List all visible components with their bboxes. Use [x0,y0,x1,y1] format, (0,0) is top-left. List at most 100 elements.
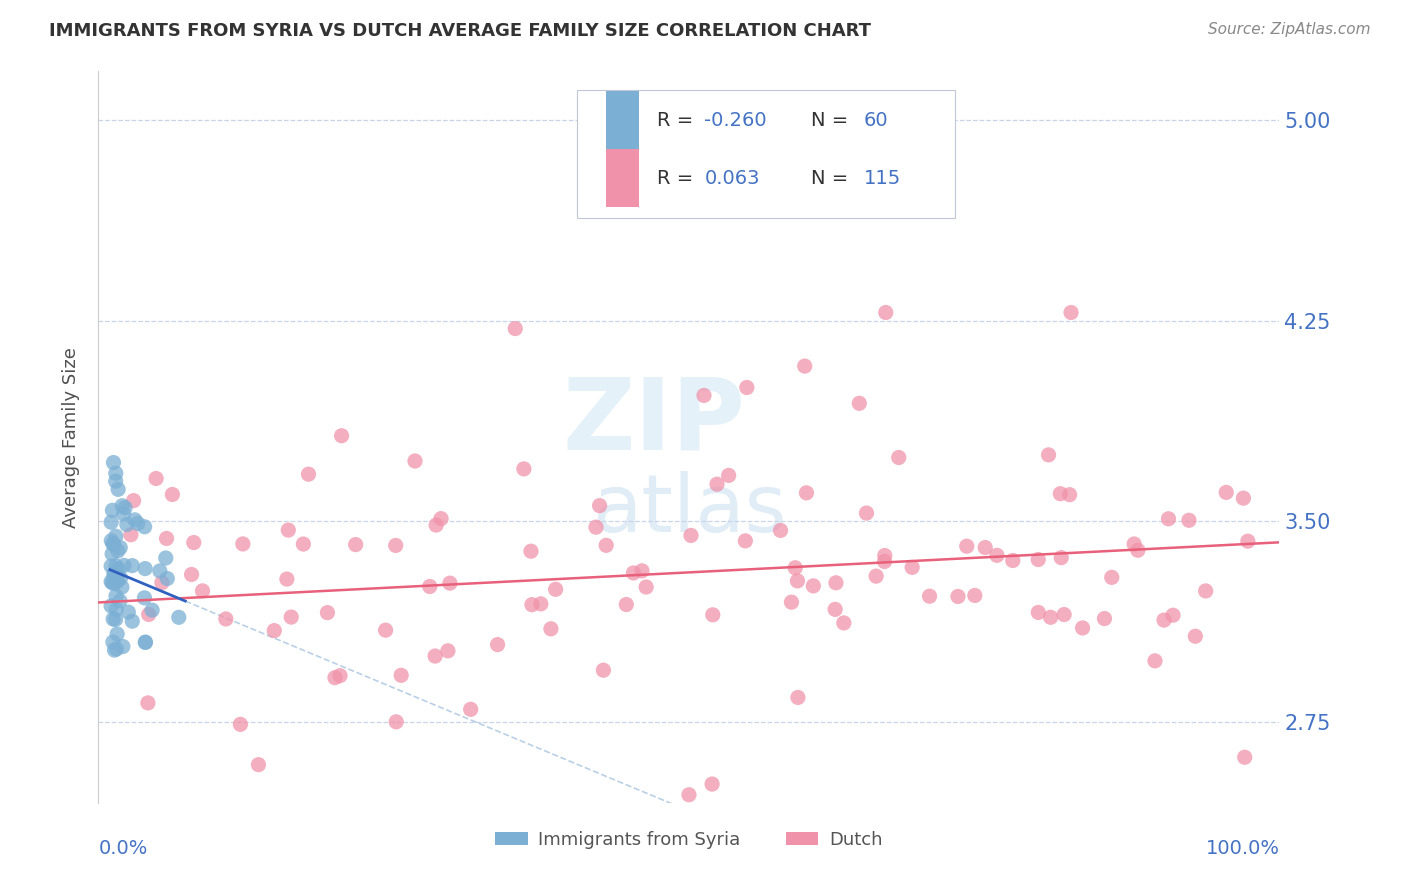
Point [103,566,125,581]
Point [486,638,509,652]
Point [232,537,254,551]
Point [595,538,617,552]
Point [460,702,482,716]
Point [167,610,190,624]
Point [111,499,134,513]
Point [801,579,824,593]
Point [678,788,700,802]
Point [1157,512,1180,526]
Point [855,506,877,520]
Point [111,640,134,654]
Point [121,614,143,628]
Point [530,597,553,611]
Y-axis label: Average Family Size: Average Family Size [62,347,80,527]
Point [100,574,122,589]
Point [786,574,808,588]
Point [104,612,127,626]
Point [162,487,184,501]
Point [437,644,460,658]
Point [513,462,536,476]
Point [316,606,339,620]
Point [887,450,910,465]
Point [101,537,124,551]
Point [1050,550,1073,565]
Point [105,642,128,657]
Point [1237,534,1260,549]
Point [141,603,163,617]
Point [787,690,810,705]
Point [470,840,492,855]
Text: N =: N = [811,111,853,129]
Point [693,388,716,402]
Point [974,541,997,555]
Text: 0.063: 0.063 [704,169,759,187]
Point [136,696,159,710]
Point [873,549,896,563]
Point [104,467,127,481]
Point [110,541,132,555]
Point [103,456,125,470]
Point [100,515,122,529]
Point [329,668,352,682]
Point [423,648,446,663]
Point [104,570,127,584]
Point [104,558,127,573]
Point [419,579,441,593]
Point [121,558,143,573]
Point [105,627,128,641]
Point [956,539,979,553]
Point [1094,611,1116,625]
Point [101,547,124,561]
Point [679,528,702,542]
Point [540,622,562,636]
Point [107,562,129,576]
Point [104,566,127,580]
Point [520,598,543,612]
Point [103,576,125,591]
Point [247,757,270,772]
Point [769,524,792,538]
Point [986,549,1008,563]
Point [389,668,412,682]
Point [101,575,124,590]
Point [105,569,128,583]
Point [796,486,818,500]
Point [134,561,156,575]
Point [191,583,214,598]
Point [1038,448,1060,462]
Point [425,518,447,533]
Point [1060,305,1083,319]
Point [120,527,142,541]
Point [1026,552,1049,566]
Point [1039,610,1062,624]
Text: N =: N = [811,169,853,187]
Point [734,533,756,548]
Point [963,589,986,603]
Point [901,560,924,574]
Point [145,471,167,485]
Text: Source: ZipAtlas.com: Source: ZipAtlas.com [1208,22,1371,37]
Text: 115: 115 [863,169,901,187]
Text: 100.0%: 100.0% [1205,839,1279,858]
Point [706,477,728,491]
Point [1153,613,1175,627]
Point [918,589,941,603]
Point [1049,486,1071,500]
Point [785,561,807,575]
Text: -0.260: -0.260 [704,111,766,129]
Point [100,599,122,613]
Point [180,567,202,582]
Point [104,475,127,489]
Point [793,359,815,373]
Point [735,380,758,394]
Point [592,663,614,677]
Point [875,305,897,319]
FancyBboxPatch shape [606,91,640,150]
Point [374,623,396,637]
Point [330,428,353,442]
Point [112,558,135,573]
Point [134,520,156,534]
Point [520,544,543,558]
Point [1184,629,1206,643]
Point [122,493,145,508]
